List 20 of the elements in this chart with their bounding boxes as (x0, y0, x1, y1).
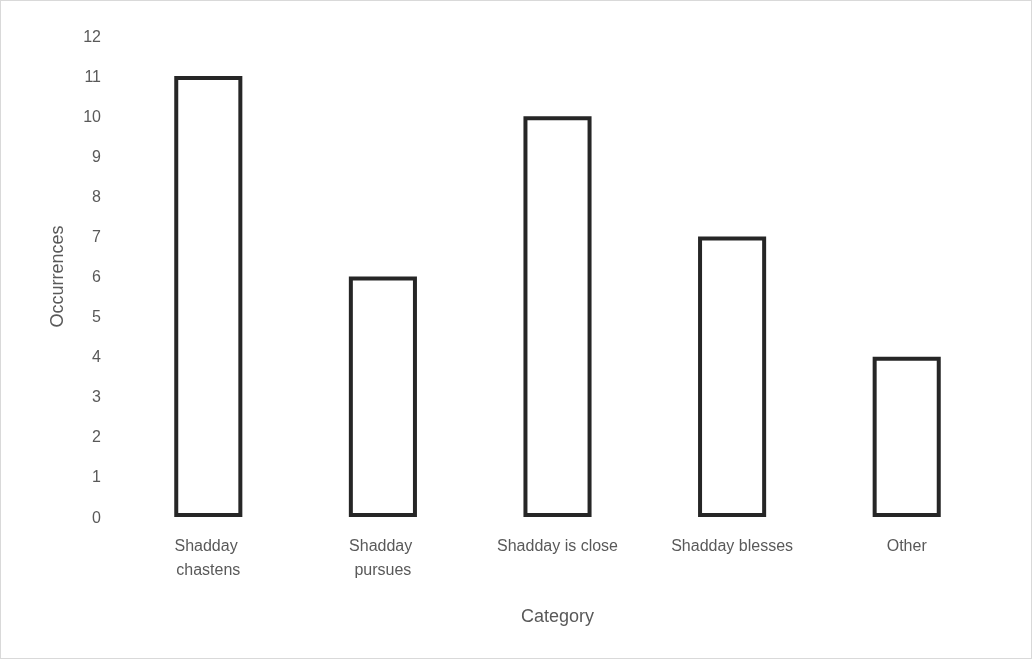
y-tick-label: 9 (92, 147, 102, 165)
x-tick-label: Shadday chastens (174, 536, 243, 578)
y-tick-label: 3 (92, 388, 102, 406)
y-tick-label: 4 (92, 348, 102, 366)
x-tick-label: Other (886, 536, 928, 554)
y-tick-label: 10 (83, 107, 102, 125)
x-tick-label: Shadday is close (497, 536, 619, 554)
y-tick-label: 2 (92, 428, 102, 446)
y-tick-label: 5 (92, 308, 102, 326)
y-axis-title: Occurrences (47, 225, 67, 328)
x-axis-title: Category (520, 606, 595, 626)
y-tick-label: 12 (83, 27, 102, 45)
x-tick-label: Shadday blesses (671, 536, 794, 554)
y-tick-label: 6 (92, 268, 102, 285)
y-tick-label: 1 (92, 468, 102, 486)
x-tick-label: Shadday pursues (349, 536, 417, 578)
y-tick-label: 8 (92, 187, 102, 205)
y-tick-label: 0 (92, 508, 102, 526)
y-tick-label: 11 (84, 67, 102, 85)
y-tick-label: 7 (92, 227, 102, 245)
